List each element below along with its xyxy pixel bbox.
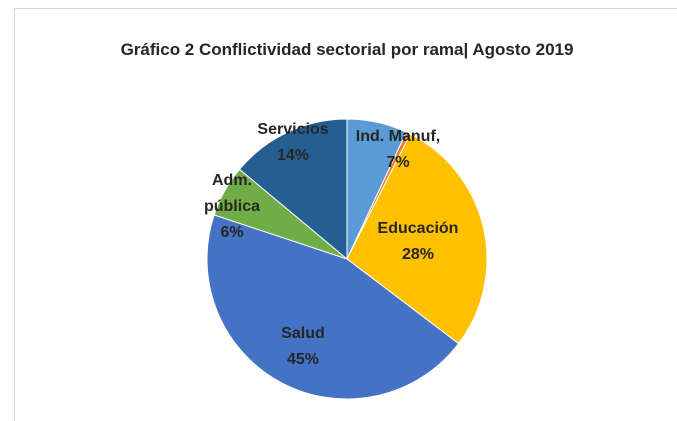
slice-label: Adm. pública 6%: [197, 168, 267, 246]
slice-label: Salud 45%: [258, 321, 348, 373]
category-label: Servicios: [257, 121, 329, 138]
pie-slice: [238, 118, 348, 261]
slice-label: Ind. Manuf, 7%: [343, 124, 453, 176]
pie-slice: [206, 214, 460, 400]
slice-label: Servicios 14%: [248, 117, 338, 169]
value-label: 6%: [220, 224, 244, 241]
chart-frame: [14, 8, 677, 421]
category-label: Salud: [281, 325, 325, 342]
category-label: Adm. pública: [203, 172, 260, 215]
category-label: Educación: [377, 220, 459, 237]
value-label: 14%: [276, 147, 310, 164]
value-label: 28%: [401, 246, 435, 263]
category-label: Ind. Manuf,: [355, 128, 441, 145]
slice-label: Educación 28%: [363, 216, 473, 268]
value-label: 7%: [386, 154, 410, 171]
chart-title: Gráfico 2 Conflictividad sectorial por r…: [120, 40, 574, 59]
pie-slice: [346, 133, 488, 345]
value-label: 45%: [286, 351, 320, 368]
